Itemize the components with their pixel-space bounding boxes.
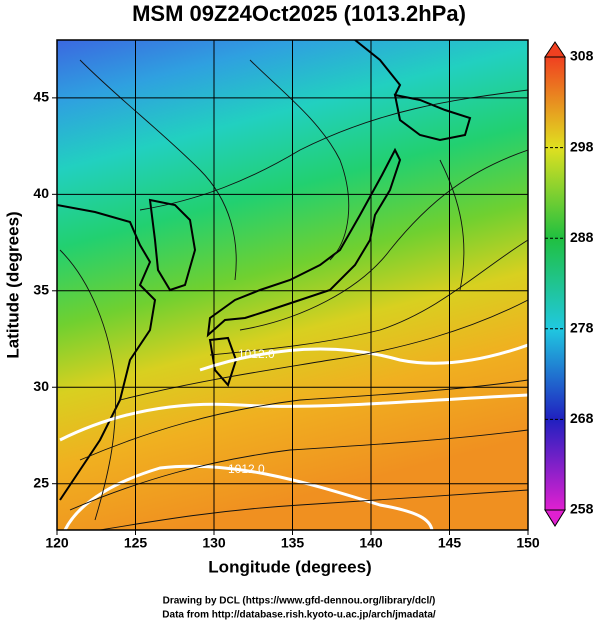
isobar <box>59 393 528 442</box>
colorbar-tick-label: 298 <box>570 138 594 154</box>
coastline <box>354 40 402 96</box>
colorbar-tick-label: 308 <box>570 48 594 64</box>
coastline <box>206 147 402 338</box>
coastline <box>57 204 157 501</box>
colorbar <box>544 56 566 511</box>
colorbar-tick-label: 258 <box>570 501 594 517</box>
y-tick-label: 30 <box>33 378 49 394</box>
x-tick-label: 120 <box>45 535 69 551</box>
credit: Data from http://database.rish.kyoto-u.a… <box>162 610 436 621</box>
y-tick-label: 35 <box>33 281 49 297</box>
y-tick-label: 25 <box>33 474 49 490</box>
x-tick-label: 145 <box>438 535 462 551</box>
contour-label: 1012.0 <box>228 462 265 476</box>
streamlines <box>59 59 528 530</box>
grid <box>57 40 528 530</box>
colorbar-tick-label: 268 <box>570 410 594 426</box>
x-axis-label: Longitude (degrees) <box>208 557 371 576</box>
isobar <box>63 464 434 530</box>
x-tick-label: 130 <box>202 535 226 551</box>
contour-label: 1012.0 <box>238 347 275 361</box>
x-tick-label: 150 <box>516 535 540 551</box>
isobar <box>199 343 528 372</box>
x-tick-label: 125 <box>124 535 148 551</box>
colorbar-tick-label: 278 <box>570 320 594 336</box>
y-tick-label: 40 <box>33 185 49 201</box>
coastline <box>148 198 197 292</box>
x-tick-label: 135 <box>281 535 305 551</box>
colorbar-bottom-arrow <box>544 509 566 527</box>
colorbar-tick-label: 288 <box>570 229 594 245</box>
credit: Drawing by DCL (https://www.gfd-dennou.o… <box>163 596 436 607</box>
y-axis-label: Latitude (degrees) <box>3 211 22 358</box>
title: MSM 09Z24Oct2025 (1013.2hPa) <box>132 1 466 26</box>
colorbar-top-arrow <box>544 41 566 58</box>
x-tick-label: 140 <box>359 535 383 551</box>
map-area <box>57 40 528 530</box>
coastline <box>393 93 472 142</box>
y-tick-label: 45 <box>33 89 49 105</box>
